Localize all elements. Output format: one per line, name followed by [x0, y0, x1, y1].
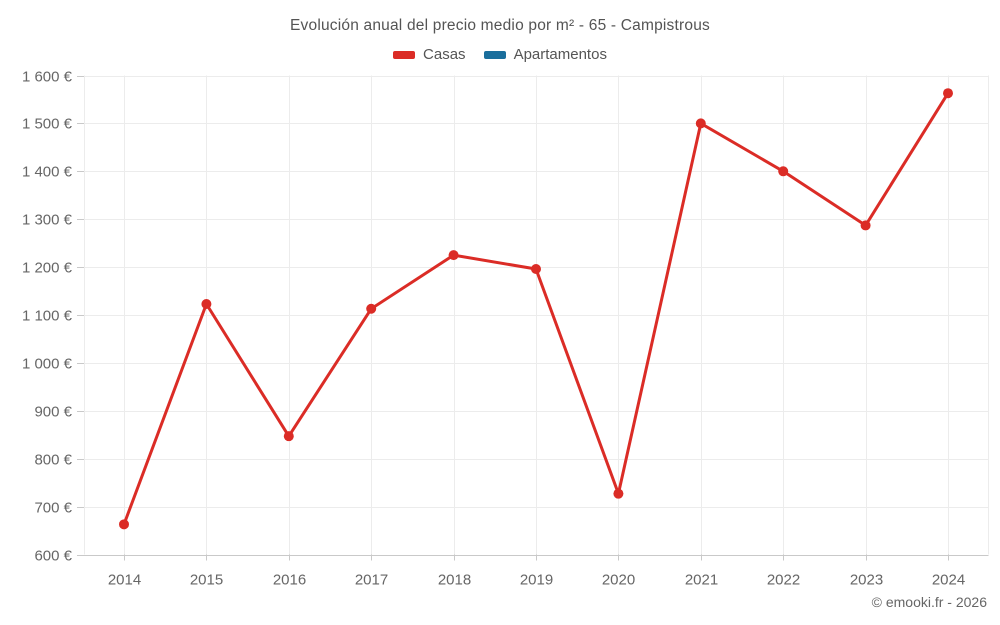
x-tick-label: 2020 — [602, 572, 635, 589]
legend-label-apartamentos: Apartamentos — [513, 46, 607, 63]
data-point-casas-2024 — [943, 88, 953, 99]
x-tick-label: 2022 — [767, 572, 800, 589]
y-tick-label: 800 € — [34, 452, 72, 469]
legend-item-apartamentos[interactable]: Apartamentos — [483, 46, 607, 63]
data-point-casas-2014 — [119, 519, 129, 530]
data-point-casas-2019 — [531, 264, 541, 275]
y-tick-label: 1 000 € — [22, 356, 73, 373]
y-tick-label: 1 100 € — [22, 308, 73, 325]
data-point-casas-2021 — [695, 118, 706, 129]
x-tick-label: 2023 — [850, 572, 883, 589]
data-point-casas-2022 — [778, 166, 789, 177]
x-tick-label: 2017 — [355, 572, 388, 589]
data-point-casas-2020 — [613, 488, 624, 499]
casas-series-swatch-icon — [393, 50, 416, 59]
data-point-casas-2018 — [448, 250, 459, 261]
data-point-casas-2015 — [201, 298, 212, 309]
chart-legend: Casas Apartamentos — [0, 46, 1000, 63]
x-tick-label: 2015 — [190, 572, 223, 589]
y-tick-label: 1 300 € — [22, 212, 73, 229]
copyright-watermark: © emooki.fr - 2026 — [871, 594, 987, 610]
x-tick-label: 2018 — [438, 572, 471, 589]
x-tick-label: 2014 — [108, 572, 141, 589]
chart-title: Evolución anual del precio medio por m² … — [290, 17, 710, 34]
x-tick-label: 2024 — [932, 572, 965, 589]
data-point-casas-2017 — [366, 303, 377, 314]
y-tick-label: 1 500 € — [22, 116, 73, 133]
apartamentos-series-swatch-icon — [483, 50, 506, 59]
legend-label-casas: Casas — [423, 46, 466, 63]
legend-item-casas[interactable]: Casas — [393, 46, 466, 63]
x-tick-label: 2019 — [520, 572, 553, 589]
y-tick-label: 1 600 € — [22, 69, 73, 86]
data-point-casas-2016 — [283, 431, 294, 442]
y-tick-label: 900 € — [34, 404, 72, 421]
y-tick-label: 600 € — [34, 548, 72, 565]
y-tick-label: 1 200 € — [22, 260, 73, 277]
x-tick-label: 2021 — [685, 572, 718, 589]
data-point-casas-2023 — [860, 220, 871, 231]
x-tick-label: 2016 — [273, 572, 306, 589]
y-tick-label: 700 € — [34, 500, 72, 517]
y-tick-label: 1 400 € — [22, 164, 73, 181]
